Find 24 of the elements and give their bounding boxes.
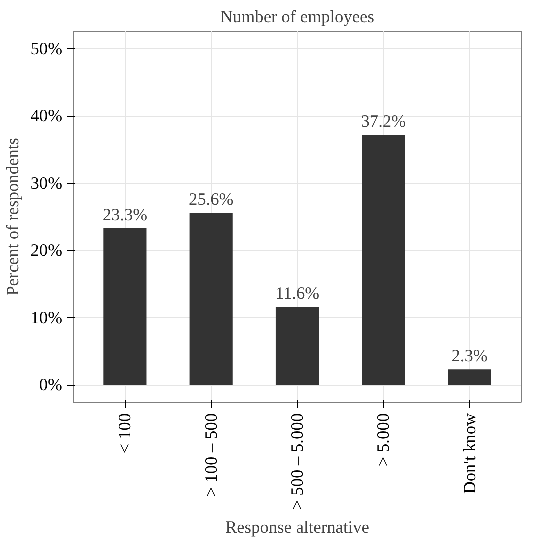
x-axis-title: Response alternative xyxy=(226,518,370,537)
y-tick-label: 40% xyxy=(30,106,63,126)
y-axis-title: Percent of respondents xyxy=(4,138,23,296)
bar xyxy=(448,370,492,386)
bar xyxy=(190,212,233,386)
data-label: 23.3% xyxy=(102,205,148,224)
x-tick-label: < 100 xyxy=(116,413,135,454)
data-label: 11.6% xyxy=(275,284,320,304)
y-tick-label: 20% xyxy=(30,241,63,260)
bar xyxy=(104,228,147,386)
x-tick-label: > 5.000 xyxy=(374,414,394,467)
y-tick-label: 30% xyxy=(30,174,63,193)
x-tick-label: > 500 – 5.000 xyxy=(288,413,307,510)
data-label: 2.3% xyxy=(452,346,488,366)
bar xyxy=(276,307,320,386)
data-label: 25.6% xyxy=(188,190,234,209)
y-tick-label: 10% xyxy=(30,308,63,328)
x-tick-label: Don't know xyxy=(460,413,480,494)
y-tick-label: 0% xyxy=(39,376,63,395)
x-tick-label: > 100 – 500 xyxy=(202,413,221,497)
bar xyxy=(362,135,406,386)
chart-title: Number of employees xyxy=(220,8,375,26)
y-tick-label: 50% xyxy=(30,39,63,58)
data-label: 37.2% xyxy=(361,112,406,132)
